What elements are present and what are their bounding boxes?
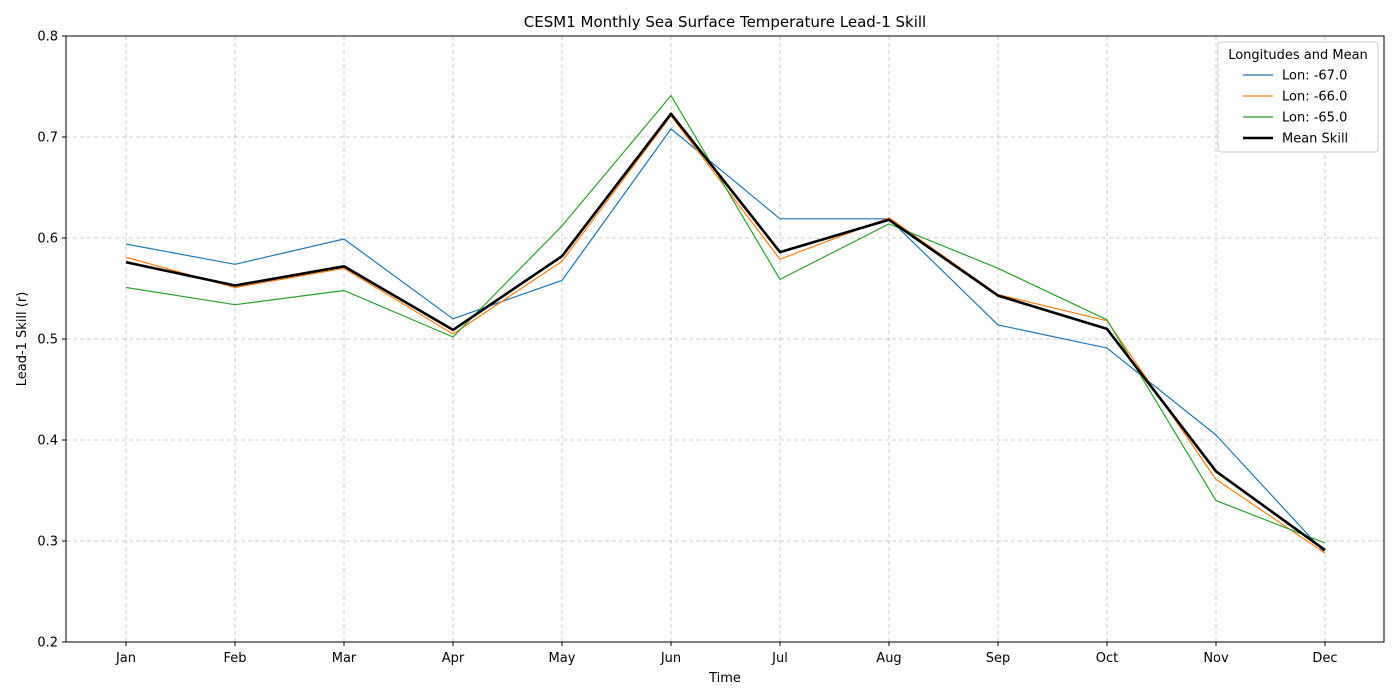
x-tick-label: Dec [1312,651,1337,666]
x-tick-label: Mar [332,651,357,666]
legend-title: Longitudes and Mean [1228,48,1368,63]
y-tick-label: 0.2 [37,636,58,651]
legend: Longitudes and Mean Lon: -67.0 Lon: -66.0… [1217,41,1379,153]
legend-label: Lon: -66.0 [1282,90,1347,105]
x-tick-label: Feb [223,651,246,666]
y-tick-label: 0.4 [37,434,58,449]
chart-title: CESM1 Monthly Sea Surface Temperature Le… [524,13,926,31]
series-line-mean-skill [125,112,1326,552]
y-tick-label: 0.3 [37,535,58,550]
x-tick-label: Apr [442,651,465,666]
x-tick-label: Aug [876,651,901,666]
y-tick-label: 0.8 [37,30,58,45]
legend-entries: Lon: -67.0 Lon: -66.0 Lon: -65.0 Mean Skill [1243,69,1348,147]
x-tick-label: Sep [986,651,1011,666]
x-axis: Jan Feb Mar Apr May Jun Jul Aug Sep Oct Nov Dec [115,642,1338,666]
x-axis-title: Time [708,671,741,686]
y-tick-label: 0.5 [37,333,58,348]
x-tick-label: Jan [115,651,136,666]
x-tick-label: Nov [1203,651,1229,666]
legend-label: Lon: -65.0 [1282,111,1347,126]
y-axis: 0.2 0.3 0.4 0.5 0.6 0.7 0.8 [37,30,66,651]
y-tick-label: 0.6 [37,232,58,247]
series-layer [125,94,1326,554]
x-tick-label: May [549,651,576,666]
series-line-lon-2 [125,94,1326,544]
x-tick-label: Oct [1096,651,1118,666]
y-tick-label: 0.7 [37,131,58,146]
x-tick-label: Jul [771,651,788,666]
grid-layer [66,36,1384,642]
series-line-lon-0 [125,128,1326,554]
legend-label: Lon: -67.0 [1282,69,1347,84]
legend-label: Mean Skill [1282,132,1348,147]
legend-box [1217,41,1379,153]
y-axis-title: Lead-1 Skill (r) [15,292,30,387]
x-tick-label: Jun [660,651,681,666]
